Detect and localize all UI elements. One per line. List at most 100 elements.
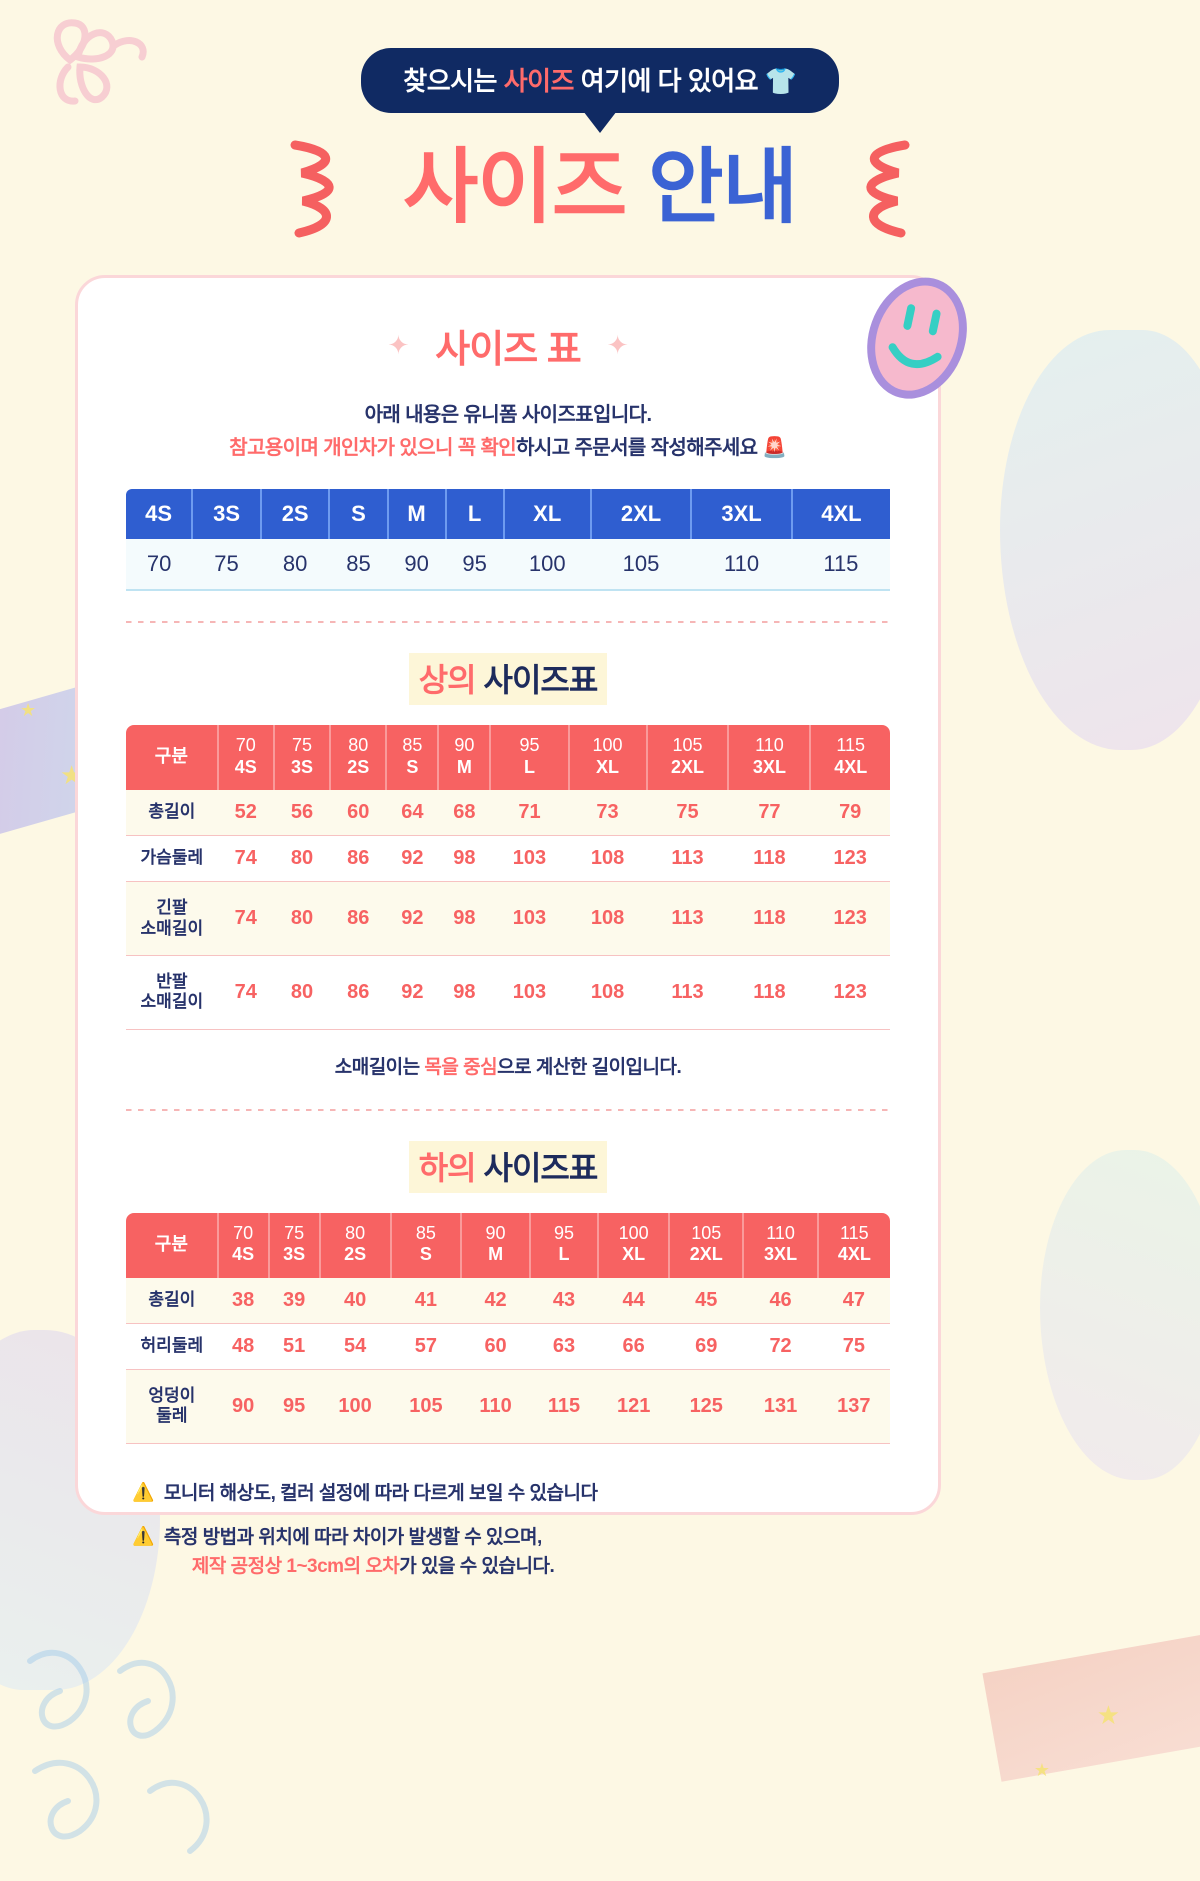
measurement-value: 51 [268,1323,320,1370]
measurement-value: 77 [728,790,811,837]
warning-highlight: 제작 공정상 1~3cm의 오차 [191,1555,400,1577]
table-header-size-cell: 95 L [529,1212,600,1278]
measurement-value: 46 [743,1277,818,1324]
table-header-size-cell: 90 M [461,1212,531,1278]
section-title: 사이즈 표 [435,329,581,371]
row-label: 총길이 [126,790,218,837]
measurement-value: 115 [529,1369,599,1444]
measurement-value: 80 [273,881,331,956]
header-size-label: XL [622,1244,646,1265]
table-header-label: 구분 [126,1212,219,1278]
measurement-value: 44 [598,1277,670,1324]
table-header-size-cell: 90 M [438,725,492,791]
header-measure-number: 70 [233,1222,254,1243]
measurement-value: 108 [568,955,647,1030]
row-label: 가슴둘레 [126,835,218,883]
measurement-value: 103 [490,835,569,883]
size-strip-value: 70 [126,539,193,591]
size-strip-label: 4XL [791,489,890,539]
bottom-heading-red: 하의 [418,1149,477,1186]
table-header-size-cell: 100 XL [598,1212,671,1278]
measurement-value: 74 [217,955,274,1030]
background-blob-right [1000,330,1200,750]
measurement-value: 68 [438,790,491,837]
table-row: 엉덩이 둘레 90 95 100 105 110 115 121 125 131 137 [126,1369,890,1444]
table-header-size-cell: 115 4XL [817,1212,890,1278]
table-header-size-cell: 75 3S [273,725,332,791]
header-measure-number: 70 [235,735,256,755]
siren-icon: 🚨 [762,437,787,459]
squiggle-left-icon [290,140,334,238]
header-measure-number: 100 [592,735,623,755]
measurement-value: 118 [728,835,811,883]
measurement-value: 86 [330,881,387,956]
top-banner: 찾으시는 사이즈 여기에 다 있어요 👕 [361,48,839,113]
table-row: 긴팔 소매길이 74 80 86 92 98 103 108 113 118 123 [126,881,890,956]
star-doodle-icon: ★ [20,700,37,720]
header-size-label: 3XL [752,756,786,777]
header-size-label: 4S [232,1244,255,1265]
measurement-value: 39 [268,1277,320,1324]
measurement-value: 60 [461,1323,530,1370]
background-blob-right-bottom [1040,1150,1200,1480]
measurement-value: 72 [743,1323,818,1370]
size-guide-card: ✦ 사이즈 표 ✦ 아래 내용은 유니폼 사이즈표입니다. 참고용이며 개인차가… [75,275,967,1577]
size-strip-value: 115 [791,539,890,591]
measurement-value: 64 [386,790,439,837]
header-measure-number: 85 [402,735,423,755]
measurement-value: 86 [330,835,387,883]
description-rest: 하시고 주문서를 작성해주세요 [516,437,763,459]
measurement-value: 48 [217,1323,269,1370]
description-line-1: 아래 내용은 유니폼 사이즈표입니다. [364,404,652,426]
size-strip-value: 90 [387,539,446,591]
measurement-value: 41 [390,1277,462,1324]
measurement-value: 57 [390,1323,462,1370]
measurement-value: 56 [273,790,331,837]
table-body: 총길이 38 39 40 41 42 43 44 45 46 47 허리둘레 48 51 54 57 60 63 6… [126,1277,890,1444]
measurement-value: 80 [273,955,331,1030]
measurement-value: 86 [330,955,387,1030]
table-row: 총길이 38 39 40 41 42 43 44 45 46 47 [126,1277,890,1324]
table-header-size-cell: 70 4S [217,725,275,791]
top-section-heading-text: 상의 사이즈표 [408,653,608,705]
header-size-label: XL [596,756,620,777]
size-strip-label: 2XL [590,489,693,539]
top-section-heading: 상의 사이즈표 [126,653,890,705]
size-strip-label: 3XL [691,489,793,539]
row-label: 반팔 소매길이 [126,955,218,1030]
header-size-label: 3XL [764,1244,798,1265]
row-label-line: 긴팔 [156,898,188,918]
table-header-size-cell: 80 2S [319,1212,392,1278]
measurement-value: 113 [646,835,729,883]
header-size-label: 3S [290,756,314,777]
table-header-size-cell: 110 3XL [728,725,812,791]
measurement-value: 45 [669,1277,744,1324]
description-block: 아래 내용은 유니폼 사이즈표입니다. 참고용이며 개인차가 있으니 꼭 확인하… [126,399,890,465]
table-header-size-cell: 75 3S [268,1212,321,1278]
squiggle-right-icon [866,140,910,238]
measurement-value: 105 [390,1369,462,1444]
table-row: 총길이 52 56 60 64 68 71 73 75 77 79 [126,790,890,837]
size-strip-label: L [445,489,505,539]
warning-icon: ⚠️ [132,1481,154,1502]
measurement-value: 131 [743,1369,818,1444]
header-measure-number: 95 [554,1222,575,1243]
description-line-2: 참고용이며 개인차가 있으니 꼭 확인하시고 주문서를 작성해주세요 🚨 [126,432,890,465]
table-header-size-cell: 85 S [390,1212,463,1278]
measurement-value: 92 [386,835,439,883]
header-size-label: 2S [344,1244,367,1265]
table-header-size-cell: 95 L [490,725,570,791]
measurement-value: 43 [529,1277,599,1324]
header-measure-number: 80 [345,1222,366,1243]
measurement-value: 40 [319,1277,391,1324]
size-strip-value: 85 [329,539,388,591]
measurement-value: 118 [728,881,811,956]
header-size-label: S [419,1244,432,1265]
table-header-size-cell: 105 2XL [669,1212,745,1278]
measurement-value: 42 [461,1277,530,1324]
warning-rest: 가 있을 수 있습니다. [399,1555,555,1577]
smiley-sticker-icon [867,277,967,399]
measurement-value: 98 [438,955,491,1030]
divider-dotted [126,621,890,623]
row-label: 총길이 [126,1277,218,1324]
